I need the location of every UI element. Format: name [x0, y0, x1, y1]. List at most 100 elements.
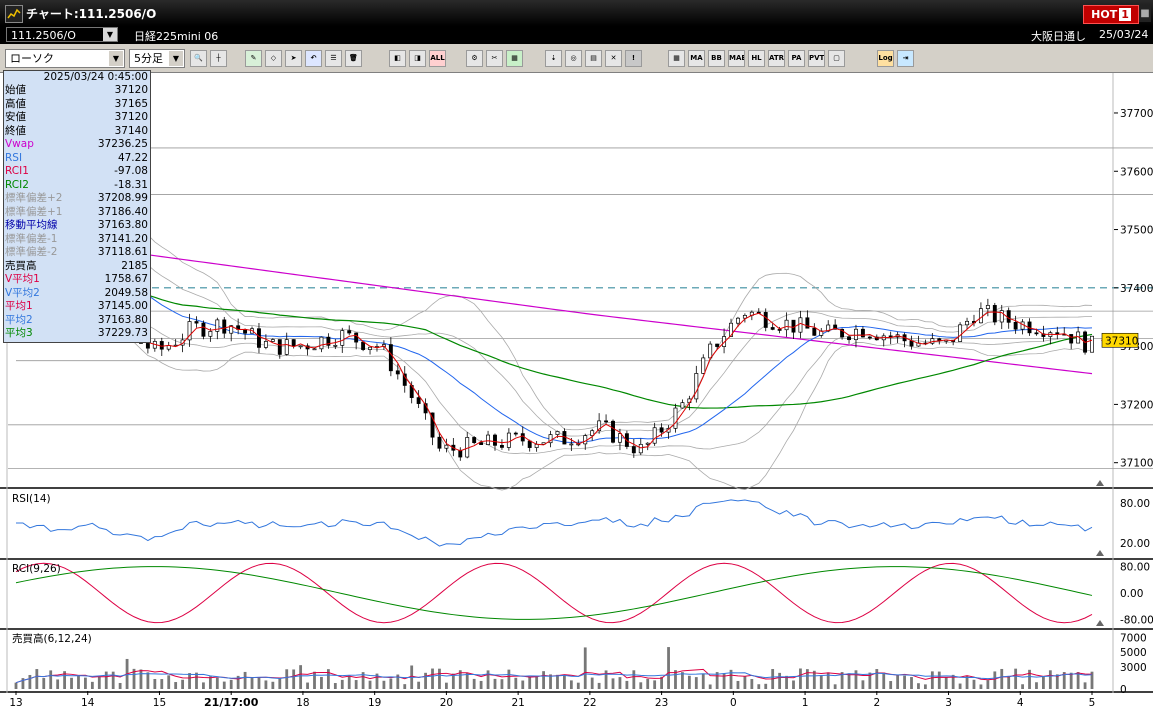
vol-ma2-line [15, 672, 1093, 684]
title-bar: チャート:111.2506/O HOT 1 ■ [0, 0, 1153, 26]
candle-body [527, 440, 532, 448]
chart-type-select[interactable]: ローソク ▼ [5, 49, 125, 68]
volume-bar [951, 674, 955, 689]
price-tick-label: 37100 [1120, 458, 1153, 470]
chevron-down-icon[interactable]: ▼ [103, 28, 117, 41]
bb-button[interactable]: BB [708, 50, 725, 67]
cursor-button[interactable]: ➤ [285, 50, 302, 67]
trash-button[interactable]: 🗑 [345, 50, 362, 67]
candle-body [777, 329, 782, 331]
info-row: 標準偏差+2 37208.99 [4, 192, 150, 206]
candle-body [361, 341, 366, 350]
chart-canvas[interactable]: 3710037200373003740037500376003770037310… [0, 73, 1153, 715]
volume-bar [493, 678, 497, 689]
grid-button[interactable]: ▦ [668, 50, 685, 67]
chevron-down-icon[interactable]: ▼ [109, 51, 123, 66]
interval-value: 5分足 [134, 52, 163, 65]
info-row: 平均3 37229.73 [4, 327, 150, 341]
disabled-button[interactable]: ! [625, 50, 642, 67]
candle-body [548, 434, 553, 444]
chart-remove-button[interactable]: ✕ [605, 50, 622, 67]
volume-bar [42, 678, 46, 689]
chevron-down-icon[interactable]: ▼ [169, 51, 183, 66]
info-label: 標準偏差+1 [5, 205, 63, 218]
undo-button[interactable]: ↶ [305, 50, 322, 67]
candle-body [472, 437, 477, 443]
ma-short-line [15, 241, 1093, 452]
volume-bar [514, 677, 518, 689]
info-label: RCI1 [5, 165, 29, 177]
delete-left-button[interactable]: ◧ [389, 50, 406, 67]
volume-bar [521, 680, 525, 689]
candle-body [854, 328, 858, 341]
candle-body [1069, 334, 1074, 344]
info-label: 平均2 [5, 313, 33, 326]
chart-area[interactable]: 3710037200373003740037500376003770037310… [0, 73, 1153, 715]
para-button[interactable]: PA [788, 50, 805, 67]
volume-bar [278, 677, 282, 689]
volume-bar [805, 669, 809, 689]
hl-button[interactable]: HL [748, 50, 765, 67]
volume-bar [507, 669, 511, 689]
delete-right-button[interactable]: ◨ [409, 50, 426, 67]
info-label: RSI [5, 151, 23, 164]
delete-all-button[interactable]: ALL [429, 50, 446, 67]
ma-button[interactable]: MA [688, 50, 705, 67]
window-title: チャート:111.2506/O [26, 7, 157, 21]
info-value: 37145.00 [97, 300, 148, 312]
info-label: 移動平均線 [5, 219, 58, 231]
x-tick-label: 13 [9, 697, 22, 709]
chart-add-button[interactable]: ▤ [585, 50, 602, 67]
price-tick-label: 37700 [1120, 108, 1153, 120]
pen-button[interactable]: ✎ [245, 50, 262, 67]
hot-button[interactable]: HOT 1 [1083, 5, 1139, 24]
candle-body [159, 341, 164, 350]
pvt-button[interactable]: PVT [808, 50, 825, 67]
ohlc-info-panel: 2025/03/24 0:45:00 始値 37120 高値 37165 安値 37120… [3, 70, 151, 343]
find-button[interactable]: ◎ [565, 50, 582, 67]
interval-select[interactable]: 5分足 ▼ [129, 49, 185, 68]
volume-bar [667, 647, 670, 689]
volume-bar [56, 679, 60, 689]
info-value: 37165 [114, 97, 148, 110]
info-label: V平均2 [5, 286, 40, 299]
settings-button[interactable]: ⚙ [466, 50, 483, 67]
scroll-arrow-icon [1096, 550, 1104, 556]
info-label: 売買高 [5, 259, 37, 272]
candle-body [1090, 335, 1094, 353]
info-value: 37140 [114, 124, 148, 137]
list-button[interactable]: ☰ [325, 50, 342, 67]
candle-body [263, 341, 268, 348]
zoom-button[interactable]: 🔍 [190, 50, 207, 67]
volume-bar [778, 672, 782, 689]
info-row: 高値 37165 [4, 98, 150, 112]
window-close-icon[interactable]: ■ [1139, 5, 1151, 22]
volume-bar [923, 684, 927, 689]
volume-bar [993, 671, 997, 689]
candle-body [722, 336, 727, 347]
volume-bar [361, 672, 365, 689]
import-button[interactable]: ⇣ [545, 50, 562, 67]
frame-button[interactable]: ▢ [828, 50, 845, 67]
rci-tick-label: 0.00 [1120, 588, 1143, 600]
color-button[interactable]: ▦ [506, 50, 523, 67]
candle-body [833, 324, 838, 330]
candle-body [555, 431, 560, 435]
candle-body [992, 305, 997, 323]
log-button[interactable]: Log [877, 50, 894, 67]
export-button[interactable]: ⇥ [897, 50, 914, 67]
mae-button[interactable]: MAE [728, 50, 745, 67]
candle-body [590, 430, 595, 436]
atr-button[interactable]: ATR [768, 50, 785, 67]
candle-body [493, 434, 497, 446]
tools-button[interactable]: ✂ [486, 50, 503, 67]
volume-bar [785, 675, 788, 689]
x-tick-label: 21 [511, 697, 524, 709]
candle-body [638, 443, 643, 454]
crosshair-button[interactable]: ┼ [210, 50, 227, 67]
volume-bar [965, 675, 969, 689]
symbol-select[interactable]: 111.2506/O ▼ [6, 27, 118, 42]
erase-button[interactable]: ◇ [265, 50, 282, 67]
price-tick-label: 37500 [1120, 225, 1153, 237]
volume-bar [764, 683, 768, 689]
